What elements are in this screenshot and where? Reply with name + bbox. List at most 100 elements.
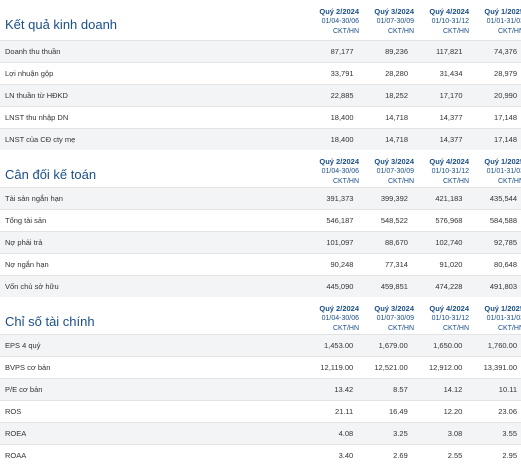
row-value: 3.08 — [409, 423, 464, 445]
row-value: 584,588 — [463, 210, 521, 232]
row-value: 31,434 — [409, 63, 464, 85]
period-header: Quý 4/2024 01/10-31/12 CKT/HN — [415, 157, 469, 187]
row-value: 2.95 — [463, 445, 521, 466]
row-value: 3.40 — [300, 445, 355, 466]
row-value: 33,791 — [300, 63, 354, 85]
table-row: P/E cơ bản 13.42 8.57 14.12 10.11 — [0, 379, 521, 401]
row-label: Nợ phải trả — [0, 232, 300, 254]
balance-sheet-table: Tài sản ngắn hạn 391,373 399,392 421,183… — [0, 187, 521, 297]
table-row: EPS 4 quý 1,453.00 1,679.00 1,650.00 1,7… — [0, 335, 521, 357]
row-value: 17,148 — [464, 107, 521, 129]
row-label: Tổng tài sản — [0, 210, 300, 232]
row-value: 459,851 — [354, 276, 409, 298]
row-value: 12,912.00 — [409, 357, 464, 379]
row-value: 548,522 — [354, 210, 409, 232]
table-row: ROAA 3.40 2.69 2.55 2.95 — [0, 445, 521, 466]
row-value: 12,521.00 — [354, 357, 409, 379]
row-value: 1,760.00 — [463, 335, 521, 357]
section-title: Kết quả kinh doanh — [0, 7, 305, 32]
row-value: 28,979 — [464, 63, 521, 85]
row-label: LNST thu nhập DN — [0, 107, 300, 129]
row-value: 2.69 — [354, 445, 409, 466]
row-label: ROEA — [0, 423, 300, 445]
row-label: Vốn chủ sở hữu — [0, 276, 300, 298]
row-label: ROS — [0, 401, 300, 423]
row-value: 87,177 — [300, 41, 354, 63]
period-header: Quý 1/2025 01/01-31/03 CKT/HN — [470, 7, 521, 37]
row-label: BVPS cơ bản — [0, 357, 300, 379]
row-label: Nợ ngắn hạn — [0, 254, 300, 276]
row-value: 12.20 — [409, 401, 464, 423]
row-value: 1,679.00 — [354, 335, 409, 357]
table-row: Vốn chủ sở hữu 445,090 459,851 474,228 4… — [0, 276, 521, 298]
period-header: Quý 2/2024 01/04-30/06 CKT/HN — [305, 304, 359, 334]
row-value: 28,280 — [355, 63, 409, 85]
row-value: 102,740 — [409, 232, 464, 254]
row-label: Doanh thu thuần — [0, 41, 300, 63]
row-value: 14,377 — [409, 129, 464, 151]
table-row: LN thuần từ HĐKD 22,885 18,252 17,170 20… — [0, 85, 521, 107]
period-header: Quý 3/2024 01/07-30/09 CKT/HN — [360, 7, 414, 37]
row-value: 16.49 — [354, 401, 409, 423]
row-value: 10.11 — [463, 379, 521, 401]
row-value: 80,648 — [463, 254, 521, 276]
row-value: 2.55 — [409, 445, 464, 466]
section-header: Kết quả kinh doanh Quý 2/2024 01/04-30/0… — [0, 0, 521, 40]
period-header: Quý 3/2024 01/07-30/09 CKT/HN — [360, 304, 414, 334]
section-title: Chỉ số tài chính — [0, 304, 305, 329]
row-label: LN thuần từ HĐKD — [0, 85, 300, 107]
period-header: Quý 1/2025 01/01-31/03 CKT/HN — [470, 157, 521, 187]
section-financial-ratios: Chỉ số tài chính Quý 2/2024 01/04-30/06 … — [0, 297, 521, 466]
row-value: 1,453.00 — [300, 335, 355, 357]
table-row: Doanh thu thuần 87,177 89,236 117,821 74… — [0, 41, 521, 63]
business-results-table: Doanh thu thuần 87,177 89,236 117,821 74… — [0, 40, 521, 150]
section-header: Chỉ số tài chính Quý 2/2024 01/04-30/06 … — [0, 297, 521, 334]
row-value: 14,718 — [355, 129, 409, 151]
section-title: Cân đối kế toán — [0, 157, 305, 182]
row-value: 18,400 — [300, 129, 354, 151]
row-value: 89,236 — [355, 41, 409, 63]
table-row: ROS 21.11 16.49 12.20 23.06 — [0, 401, 521, 423]
table-row: Nợ ngắn hạn 90,248 77,314 91,020 80,648 — [0, 254, 521, 276]
table-row: LNST của CĐ cty mẹ 18,400 14,718 14,377 … — [0, 129, 521, 151]
row-value: 399,392 — [354, 188, 409, 210]
row-value: 18,400 — [300, 107, 354, 129]
row-value: 14,377 — [409, 107, 464, 129]
row-value: 74,376 — [464, 41, 521, 63]
row-label: LNST của CĐ cty mẹ — [0, 129, 300, 151]
row-value: 391,373 — [300, 188, 355, 210]
table-row: Tổng tài sản 546,187 548,522 576,968 584… — [0, 210, 521, 232]
row-value: 92,785 — [463, 232, 521, 254]
row-value: 23.06 — [463, 401, 521, 423]
row-value: 77,314 — [354, 254, 409, 276]
section-balance-sheet: Cân đối kế toán Quý 2/2024 01/04-30/06 C… — [0, 150, 521, 297]
row-value: 14.12 — [409, 379, 464, 401]
period-header: Quý 1/2025 01/01-31/03 CKT/HN — [470, 304, 521, 334]
row-value: 435,544 — [463, 188, 521, 210]
row-value: 90,248 — [300, 254, 355, 276]
row-value: 17,170 — [409, 85, 464, 107]
row-value: 421,183 — [409, 188, 464, 210]
row-value: 1,650.00 — [409, 335, 464, 357]
row-value: 445,090 — [300, 276, 355, 298]
row-label: Lợi nhuận gộp — [0, 63, 300, 85]
row-value: 88,670 — [354, 232, 409, 254]
row-label: Tài sản ngắn hạn — [0, 188, 300, 210]
table-row: Nợ phải trả 101,097 88,670 102,740 92,78… — [0, 232, 521, 254]
row-value: 20,990 — [464, 85, 521, 107]
table-row: LNST thu nhập DN 18,400 14,718 14,377 17… — [0, 107, 521, 129]
row-value: 13,391.00 — [463, 357, 521, 379]
row-value: 101,097 — [300, 232, 355, 254]
row-label: EPS 4 quý — [0, 335, 300, 357]
row-value: 13.42 — [300, 379, 355, 401]
financial-summary-panel: Kết quả kinh doanh Quý 2/2024 01/04-30/0… — [0, 0, 521, 400]
row-value: 8.57 — [354, 379, 409, 401]
table-row: ROEA 4.08 3.25 3.08 3.55 — [0, 423, 521, 445]
row-value: 117,821 — [409, 41, 464, 63]
table-row: BVPS cơ bản 12,119.00 12,521.00 12,912.0… — [0, 357, 521, 379]
financial-ratios-table: EPS 4 quý 1,453.00 1,679.00 1,650.00 1,7… — [0, 334, 521, 466]
row-label: P/E cơ bản — [0, 379, 300, 401]
row-value: 3.55 — [463, 423, 521, 445]
row-value: 3.25 — [354, 423, 409, 445]
period-header: Quý 4/2024 01/10-31/12 CKT/HN — [415, 7, 469, 37]
